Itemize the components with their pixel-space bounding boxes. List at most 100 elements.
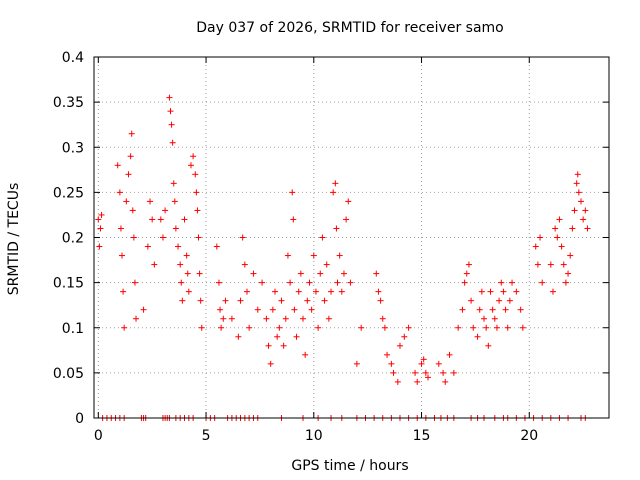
- data-point: [333, 225, 340, 232]
- data-point: [328, 288, 335, 295]
- data-point: [235, 333, 242, 340]
- data-point: [267, 360, 274, 367]
- data-point: [569, 225, 576, 232]
- data-point: [539, 279, 546, 286]
- data-point: [474, 333, 481, 340]
- x-tick-label: 20: [520, 428, 538, 444]
- data-point: [405, 324, 412, 331]
- data-point: [565, 270, 572, 277]
- data-point: [582, 207, 589, 214]
- data-point: [450, 369, 457, 376]
- data-point: [130, 234, 137, 241]
- data-point: [422, 369, 429, 376]
- data-point: [290, 216, 297, 223]
- data-point: [388, 360, 395, 367]
- data-point: [144, 243, 151, 250]
- data-point: [239, 234, 246, 241]
- data-point: [192, 171, 199, 178]
- data-point: [289, 189, 296, 196]
- data-point: [485, 342, 492, 349]
- data-point: [278, 297, 285, 304]
- data-point: [287, 279, 294, 286]
- data-point: [487, 288, 494, 295]
- y-tick-label: 0.35: [53, 95, 84, 111]
- y-tick-label: 0.15: [53, 276, 84, 292]
- data-point: [194, 207, 201, 214]
- data-point: [332, 180, 339, 187]
- data-point: [534, 261, 541, 268]
- data-point: [323, 261, 330, 268]
- data-point: [481, 315, 488, 322]
- data-point: [571, 207, 578, 214]
- data-point: [295, 288, 302, 295]
- y-tick-label: 0.1: [62, 321, 84, 337]
- data-point: [319, 234, 326, 241]
- data-point: [185, 288, 192, 295]
- data-point: [265, 342, 272, 349]
- data-point: [179, 297, 186, 304]
- data-point: [504, 324, 511, 331]
- data-point: [302, 351, 309, 358]
- data-point: [241, 261, 248, 268]
- data-point: [500, 288, 507, 295]
- axis-ticks: [94, 56, 609, 419]
- data-point: [470, 324, 477, 331]
- data-point: [175, 243, 182, 250]
- data-point: [584, 225, 591, 232]
- data-point: [379, 315, 386, 322]
- data-point: [373, 270, 380, 277]
- data-point: [131, 279, 138, 286]
- data-point: [455, 324, 462, 331]
- data-point: [151, 261, 158, 268]
- data-point: [506, 297, 513, 304]
- data-point: [197, 297, 204, 304]
- data-point: [336, 252, 343, 259]
- data-point: [276, 324, 283, 331]
- data-point: [140, 306, 147, 313]
- y-axis-title: SRMTID / TECUs: [6, 183, 22, 296]
- data-point: [259, 279, 266, 286]
- data-point: [121, 324, 128, 331]
- data-point: [353, 360, 360, 367]
- data-point: [412, 369, 419, 376]
- data-point: [195, 234, 202, 241]
- data-point: [171, 198, 178, 205]
- data-point: [254, 306, 261, 313]
- data-point: [489, 306, 496, 313]
- data-point: [125, 171, 132, 178]
- data-point: [375, 288, 382, 295]
- grid-lines: [94, 57, 609, 418]
- data-point: [549, 288, 556, 295]
- data-point: [418, 360, 425, 367]
- data-point: [170, 180, 177, 187]
- data-point: [496, 297, 503, 304]
- data-point: [343, 216, 350, 223]
- data-point: [159, 234, 166, 241]
- data-point: [129, 207, 136, 214]
- data-point: [228, 315, 235, 322]
- data-point: [237, 297, 244, 304]
- data-point: [491, 315, 498, 322]
- data-point: [128, 130, 135, 137]
- data-point: [358, 324, 365, 331]
- data-point: [291, 306, 298, 313]
- data-point: [468, 297, 475, 304]
- y-tick-label: 0.4: [62, 50, 84, 66]
- data-point: [394, 378, 401, 385]
- data-point: [424, 374, 431, 381]
- data-point: [334, 279, 341, 286]
- data-point: [218, 324, 225, 331]
- data-point: [119, 252, 126, 259]
- data-point: [177, 261, 184, 268]
- data-point: [338, 288, 345, 295]
- data-point: [297, 270, 304, 277]
- data-point: [532, 243, 539, 250]
- tick-labels: 0 0.05 0.1 0.15 0.2 0.25 0.3 0.35 0.4 0 5 10 15 20: [53, 50, 538, 444]
- y-tick-label: 0.2: [62, 231, 84, 247]
- data-point: [243, 288, 250, 295]
- data-point: [198, 324, 205, 331]
- x-tick-label: 10: [305, 428, 323, 444]
- x-axis-title: GPS time / hours: [291, 458, 408, 474]
- data-point: [340, 270, 347, 277]
